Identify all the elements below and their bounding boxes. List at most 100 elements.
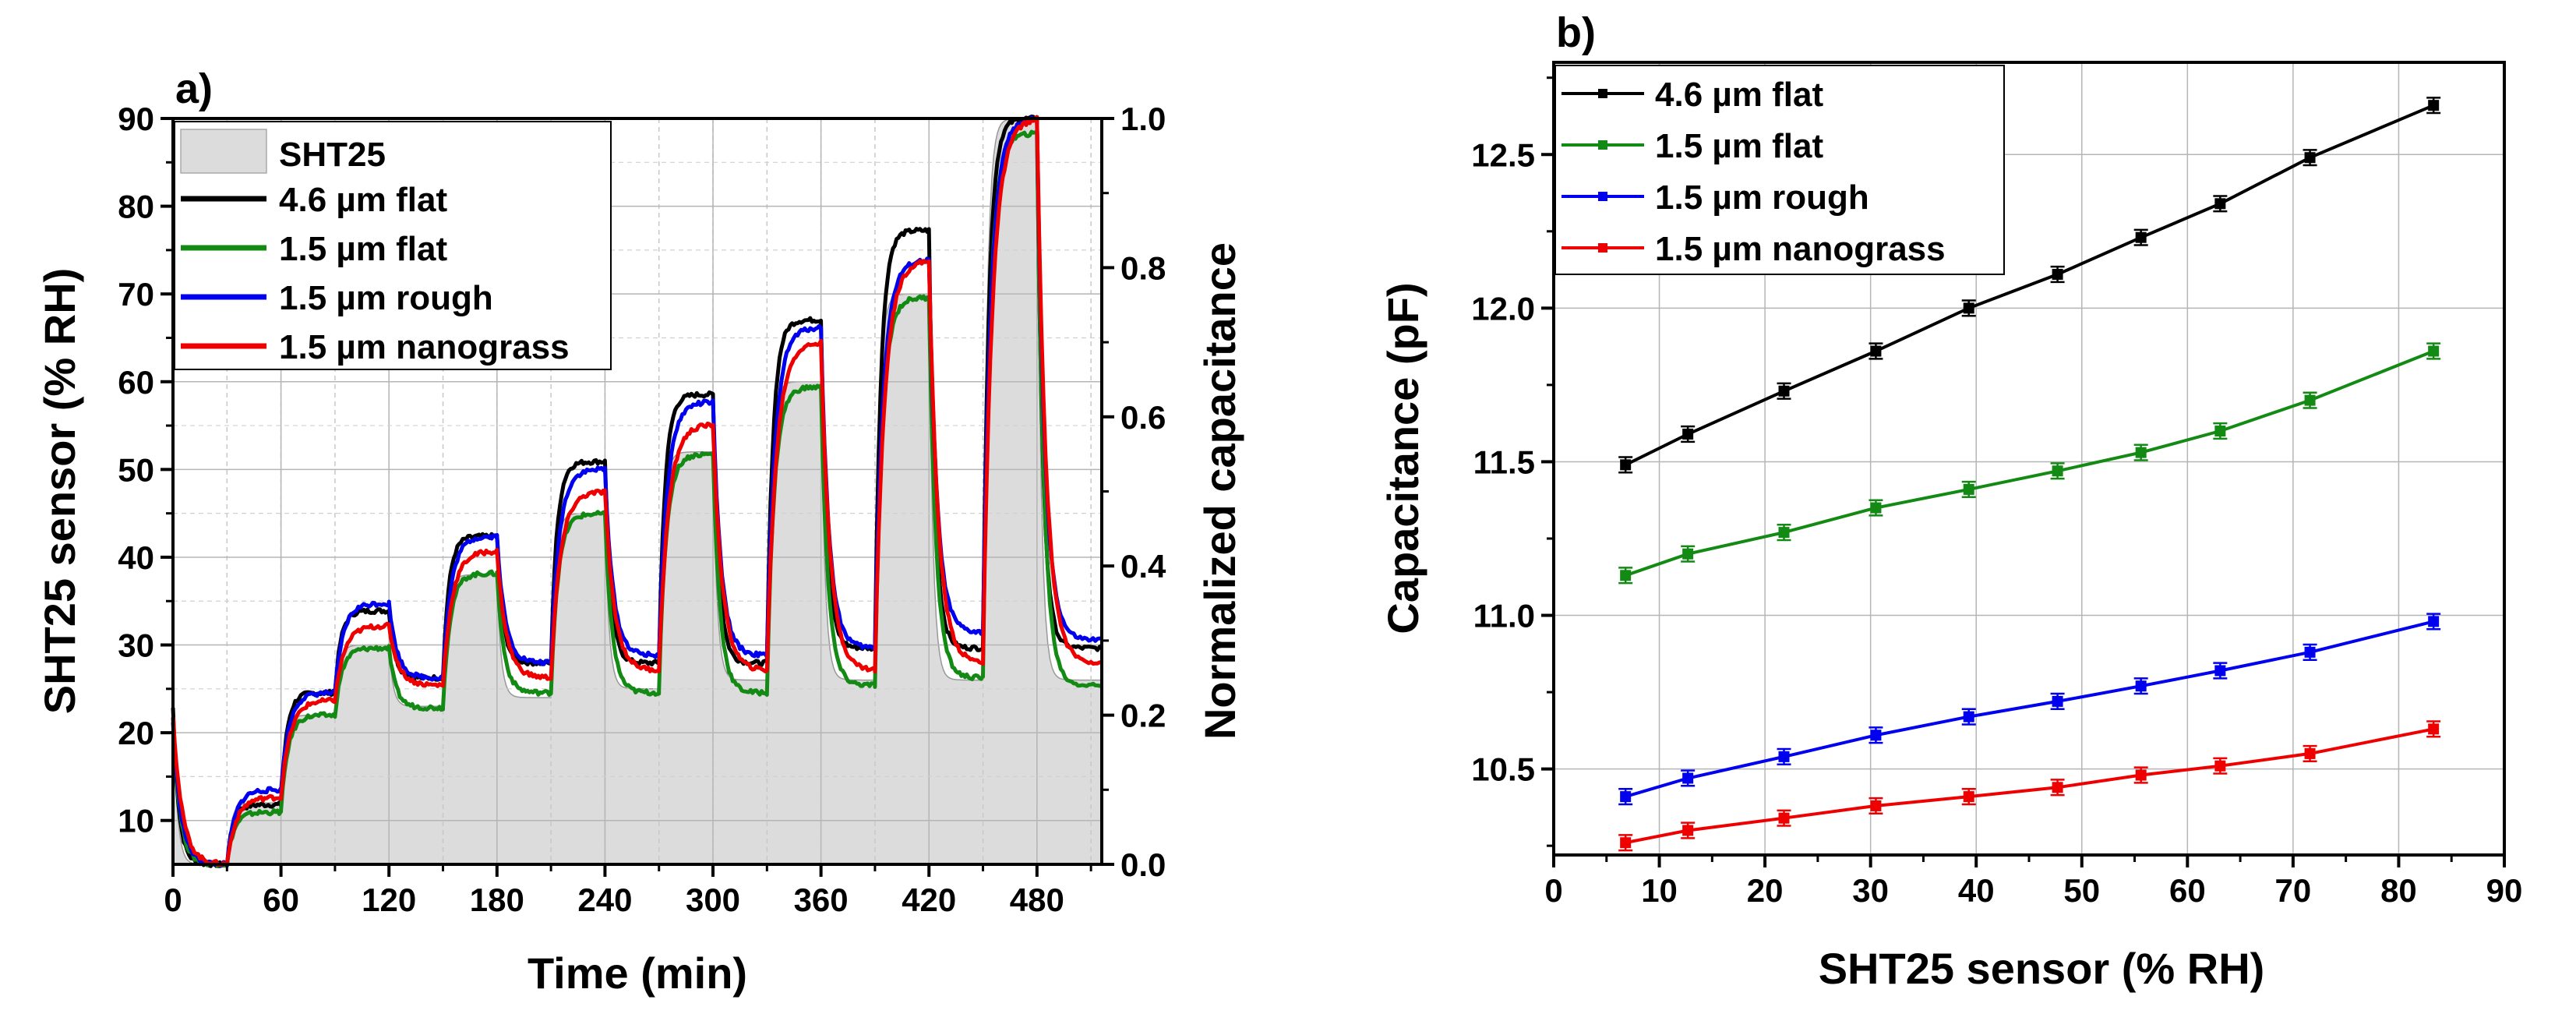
legend-label-b-4-6-flat: 4.6 µm flat	[1655, 76, 1823, 114]
data-point	[2214, 760, 2226, 772]
legend-swatch-sht25	[180, 129, 267, 174]
panel-a-time-series: 0 60 120 180 240 300 360 420 480 10 20 30 40 50 60 70 8…	[35, 65, 1244, 998]
x-tick-label: 60	[2169, 872, 2206, 909]
data-point	[1963, 791, 1974, 803]
legend-label-b-1-5-flat: 1.5 µm flat	[1655, 127, 1823, 165]
data-point	[1870, 502, 1882, 514]
data-point	[2428, 345, 2440, 357]
data-point	[1870, 800, 1882, 811]
data-point	[2428, 616, 2440, 627]
y-tick-label: 50	[118, 451, 154, 488]
data-point	[1620, 837, 1632, 849]
x-tick-label: 50	[2063, 872, 2100, 909]
data-point	[1682, 825, 1694, 836]
x-tick-label: 240	[577, 881, 632, 918]
data-point	[2052, 268, 2063, 280]
panel-b-legend: 4.6 µm flat 1.5 µm flat 1.5 µm rough 1.5…	[1554, 65, 2005, 275]
series-line	[1625, 349, 2434, 578]
x-tick-label: 20	[1747, 872, 1784, 909]
panel-b-series	[1618, 97, 2441, 852]
data-point	[2304, 394, 2316, 406]
legend-label-sht25: SHT25	[279, 136, 386, 174]
legend-label-b-1-5-rough: 1.5 µm rough	[1655, 178, 1869, 217]
legend-marker-b-1-5-nanograss	[1598, 243, 1607, 253]
y2-tick-label: 0.4	[1120, 548, 1166, 585]
panel-b-y-ticks: 10.5 11.0 11.5 12.0 12.5	[1471, 76, 1554, 847]
data-point	[2052, 465, 2063, 477]
y-tick-label: 10.5	[1471, 751, 1535, 788]
y2-tick-label: 1.0	[1120, 101, 1166, 137]
series-line	[1625, 104, 2434, 467]
x-tick-label: 70	[2275, 872, 2312, 909]
panel-a-y2-ticks: 0.0 0.2 0.4 0.6 0.8 1.0	[1102, 101, 1166, 883]
y-tick-label: 40	[118, 539, 154, 576]
data-point	[1778, 812, 1790, 824]
x-tick-label: 360	[794, 881, 849, 918]
panel-a-series	[171, 115, 1103, 869]
data-point	[2135, 447, 2147, 458]
data-point	[1870, 730, 1882, 741]
data-point	[2135, 231, 2147, 243]
x-tick-label: 480	[1010, 881, 1064, 918]
y-tick-label: 20	[118, 715, 154, 751]
data-point	[1620, 570, 1632, 581]
y-tick-label: 11.0	[1473, 598, 1535, 634]
y-tick-label: 10	[118, 803, 154, 839]
y-tick-label: 80	[118, 189, 154, 225]
data-point	[2428, 723, 2440, 735]
legend-marker-b-4-6-flat	[1598, 89, 1607, 98]
panel-a-x-axis-label: Time (min)	[528, 949, 747, 998]
series-line	[1625, 727, 2434, 845]
panel-a-y2-axis-label: Normalized capacitance	[1195, 242, 1244, 740]
x-tick-label: 0	[164, 881, 182, 918]
y-tick-label: 12.5	[1471, 136, 1535, 173]
data-point	[2214, 198, 2226, 210]
panel-b-y-axis-label: Capacitance (pF)	[1378, 282, 1427, 634]
y-tick-label: 30	[118, 627, 154, 664]
x-tick-label: 90	[2486, 872, 2523, 909]
panel-b-capacitance-vs-rh: 0 10 20 30 40 50 60 70 80 90 10.5 11.0 11.5 12.0 12.5…	[1378, 9, 2522, 993]
data-point	[2214, 665, 2226, 677]
x-tick-label: 300	[686, 881, 740, 918]
y2-tick-label: 0.8	[1120, 249, 1166, 286]
data-point	[2135, 680, 2147, 692]
panel-a-x-ticks: 0 60 120 180 240 300 360 420 480	[164, 864, 1092, 918]
x-tick-label: 420	[902, 881, 956, 918]
panel-b-x-axis-label: SHT25 sensor (% RH)	[1819, 944, 2265, 993]
data-point	[1682, 548, 1694, 560]
x-tick-label: 80	[2380, 872, 2417, 909]
y2-tick-label: 0.0	[1120, 846, 1166, 883]
legend-marker-b-1-5-rough	[1598, 192, 1607, 201]
data-point	[2304, 152, 2316, 164]
series-line	[171, 115, 1103, 867]
data-point	[1778, 385, 1790, 397]
data-point	[2304, 747, 2316, 759]
y-tick-label: 70	[118, 276, 154, 313]
panel-a-y-axis-label: SHT25 sensor (% RH)	[35, 268, 84, 715]
y2-tick-label: 0.6	[1120, 399, 1166, 436]
panel-a-legend: SHT25 4.6 µm flat 1.5 µm flat 1.5 µm rou…	[174, 121, 612, 370]
y-tick-label: 11.5	[1473, 443, 1535, 480]
panel-b-label: b)	[1556, 9, 1596, 56]
legend-label-b-1-5-nanograss: 1.5 µm nanograss	[1655, 230, 1946, 268]
data-point	[1963, 711, 1974, 722]
series-group	[1618, 342, 2441, 585]
data-point	[2214, 426, 2226, 437]
x-tick-label: 180	[470, 881, 524, 918]
series-group	[1618, 97, 2441, 474]
x-tick-label: 40	[1958, 872, 1995, 909]
series-line	[1625, 620, 2434, 799]
y-tick-label: 12.0	[1471, 290, 1535, 327]
y-tick-label: 90	[118, 101, 154, 137]
data-point	[1963, 483, 1974, 495]
y-tick-label: 60	[118, 364, 154, 401]
data-point	[2428, 100, 2440, 111]
series-group	[1618, 613, 2441, 806]
legend-label-1-5-nanograss: 1.5 µm nanograss	[279, 328, 570, 366]
data-point	[2052, 782, 2063, 793]
data-point	[1778, 527, 1790, 539]
data-point	[1682, 772, 1694, 784]
data-point	[1682, 428, 1694, 440]
data-point	[1870, 345, 1882, 357]
